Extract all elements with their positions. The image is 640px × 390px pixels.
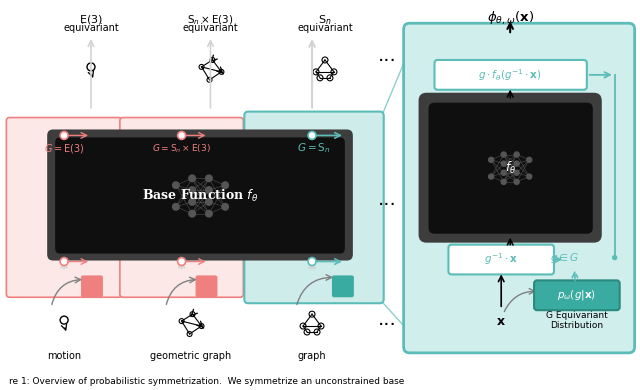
Text: equivariant: equivariant: [182, 23, 238, 33]
Circle shape: [60, 257, 68, 266]
Circle shape: [501, 179, 506, 184]
Text: $\mathrm{S}_n \times \mathrm{E}(3)$: $\mathrm{S}_n \times \mathrm{E}(3)$: [187, 13, 234, 27]
FancyBboxPatch shape: [6, 117, 122, 297]
Circle shape: [514, 179, 519, 184]
Circle shape: [205, 187, 212, 193]
Circle shape: [527, 174, 532, 179]
Text: $G = \mathrm{E}(3)$: $G = \mathrm{E}(3)$: [44, 142, 84, 155]
Circle shape: [173, 204, 179, 210]
Text: $g^{-1} \cdot \mathbf{x}$: $g^{-1} \cdot \mathbf{x}$: [484, 252, 518, 268]
FancyBboxPatch shape: [534, 280, 620, 310]
Circle shape: [189, 187, 195, 193]
Text: geometric graph: geometric graph: [150, 351, 231, 361]
Text: $\mathbf{x}$: $\mathbf{x}$: [496, 315, 506, 328]
Circle shape: [612, 255, 617, 259]
Text: $\mathrm{S}_n$: $\mathrm{S}_n$: [318, 13, 332, 27]
Text: Distribution: Distribution: [550, 321, 604, 330]
FancyBboxPatch shape: [196, 275, 218, 297]
Text: equivariant: equivariant: [297, 23, 353, 33]
Text: Base Function $f_\theta$: Base Function $f_\theta$: [142, 188, 259, 204]
Circle shape: [488, 157, 493, 162]
Text: $g \cdot f_\theta(g^{-1} \cdot \mathbf{x})$: $g \cdot f_\theta(g^{-1} \cdot \mathbf{x…: [478, 67, 542, 83]
FancyBboxPatch shape: [332, 275, 354, 297]
Circle shape: [173, 182, 179, 188]
Circle shape: [308, 257, 316, 266]
Circle shape: [501, 170, 506, 175]
FancyBboxPatch shape: [404, 23, 635, 353]
Circle shape: [60, 131, 68, 139]
Text: ...: ...: [378, 310, 397, 329]
Circle shape: [205, 211, 212, 217]
Circle shape: [205, 199, 212, 205]
FancyBboxPatch shape: [419, 93, 602, 243]
Circle shape: [205, 175, 212, 182]
Text: $g \in G$: $g \in G$: [550, 250, 580, 264]
Circle shape: [189, 199, 195, 205]
FancyBboxPatch shape: [435, 60, 587, 90]
Circle shape: [178, 257, 186, 266]
Text: $f_\theta$: $f_\theta$: [505, 160, 516, 176]
Text: re 1: Overview of probabilistic symmetrization.  We symmetrize an unconstrained : re 1: Overview of probabilistic symmetri…: [10, 377, 404, 386]
Circle shape: [514, 170, 519, 175]
FancyBboxPatch shape: [449, 245, 554, 275]
Text: $G = \mathrm{S}_n$: $G = \mathrm{S}_n$: [297, 142, 331, 155]
Text: $\mathrm{E}(3)$: $\mathrm{E}(3)$: [79, 13, 103, 26]
Text: $\phi_{\theta,\omega}(\mathbf{x})$: $\phi_{\theta,\omega}(\mathbf{x})$: [486, 9, 534, 27]
Text: graph: graph: [298, 351, 326, 361]
FancyBboxPatch shape: [120, 117, 243, 297]
Text: $p_\omega(g|\mathbf{x})$: $p_\omega(g|\mathbf{x})$: [557, 288, 596, 302]
Text: G Equivariant: G Equivariant: [546, 311, 608, 320]
FancyBboxPatch shape: [47, 129, 353, 261]
FancyBboxPatch shape: [81, 275, 103, 297]
FancyBboxPatch shape: [429, 103, 593, 234]
Circle shape: [222, 204, 228, 210]
Text: ...: ...: [378, 190, 397, 209]
Circle shape: [189, 211, 195, 217]
Circle shape: [514, 161, 519, 166]
Circle shape: [501, 152, 506, 157]
FancyBboxPatch shape: [244, 112, 384, 303]
Text: equivariant: equivariant: [63, 23, 119, 33]
Circle shape: [308, 131, 316, 139]
Circle shape: [527, 157, 532, 162]
Text: ...: ...: [378, 46, 397, 66]
Text: $G = \mathrm{S}_n \times \mathrm{E}(3)$: $G = \mathrm{S}_n \times \mathrm{E}(3)$: [152, 142, 211, 154]
Circle shape: [222, 182, 228, 188]
Circle shape: [189, 175, 195, 182]
Circle shape: [178, 131, 186, 139]
Circle shape: [488, 174, 493, 179]
Text: motion: motion: [47, 351, 81, 361]
Circle shape: [501, 161, 506, 166]
Circle shape: [514, 152, 519, 157]
FancyBboxPatch shape: [55, 137, 345, 254]
